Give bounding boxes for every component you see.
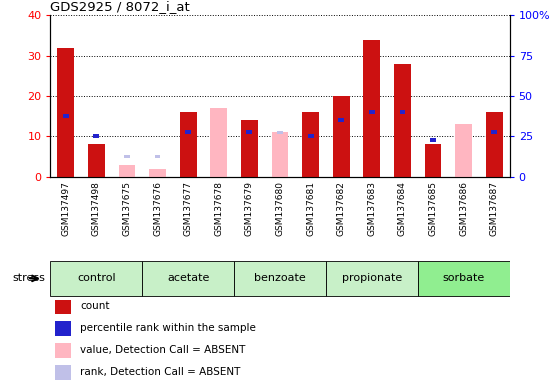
Bar [455,124,472,177]
Bar [394,64,411,177]
Text: GSM137498: GSM137498 [92,181,101,236]
Bar [124,155,130,158]
Bar [94,134,99,138]
Bar [155,155,161,158]
Bar [338,118,344,122]
Text: GSM137679: GSM137679 [245,181,254,236]
Text: GSM137684: GSM137684 [398,181,407,236]
Bar [246,130,253,134]
Bar [277,131,283,134]
Text: stress: stress [12,273,45,283]
Bar [399,110,405,114]
Text: GSM137675: GSM137675 [123,181,132,236]
Bar [241,120,258,177]
Bar [234,261,326,296]
Bar [486,112,503,177]
Text: GSM137683: GSM137683 [367,181,376,236]
Bar [307,134,314,138]
Text: sorbate: sorbate [442,273,485,283]
Bar [55,321,71,336]
Bar [302,112,319,177]
Bar [430,138,436,142]
Text: value, Detection Call = ABSENT: value, Detection Call = ABSENT [80,345,246,355]
Bar [180,112,197,177]
Text: GSM137685: GSM137685 [428,181,437,236]
Bar [211,108,227,177]
Bar [424,144,441,177]
Text: control: control [77,273,115,283]
Text: GSM137680: GSM137680 [276,181,284,236]
Text: GSM137686: GSM137686 [459,181,468,236]
Text: propionate: propionate [342,273,402,283]
Text: GSM137681: GSM137681 [306,181,315,236]
Bar [142,261,234,296]
Bar [326,261,418,296]
Bar [491,130,497,134]
Bar [55,364,71,380]
Text: GDS2925 / 8072_i_at: GDS2925 / 8072_i_at [50,0,190,13]
Bar [119,164,136,177]
Text: acetate: acetate [167,273,209,283]
Bar [333,96,349,177]
Text: benzoate: benzoate [254,273,306,283]
Bar [363,40,380,177]
Bar [55,343,71,358]
Text: count: count [80,301,110,311]
Bar [88,144,105,177]
Text: GSM137678: GSM137678 [214,181,223,236]
Bar [63,114,69,118]
Text: rank, Detection Call = ABSENT: rank, Detection Call = ABSENT [80,367,241,377]
Text: GSM137677: GSM137677 [184,181,193,236]
Text: GSM137682: GSM137682 [337,181,346,236]
Bar [369,110,375,114]
Text: GSM137497: GSM137497 [61,181,70,236]
Bar [418,261,510,296]
Bar [272,132,288,177]
Text: GSM137687: GSM137687 [490,181,499,236]
Bar [50,261,142,296]
Bar [55,299,71,314]
Bar [57,48,74,177]
Text: percentile rank within the sample: percentile rank within the sample [80,323,256,333]
Bar [185,130,191,134]
Bar [149,169,166,177]
Text: GSM137676: GSM137676 [153,181,162,236]
